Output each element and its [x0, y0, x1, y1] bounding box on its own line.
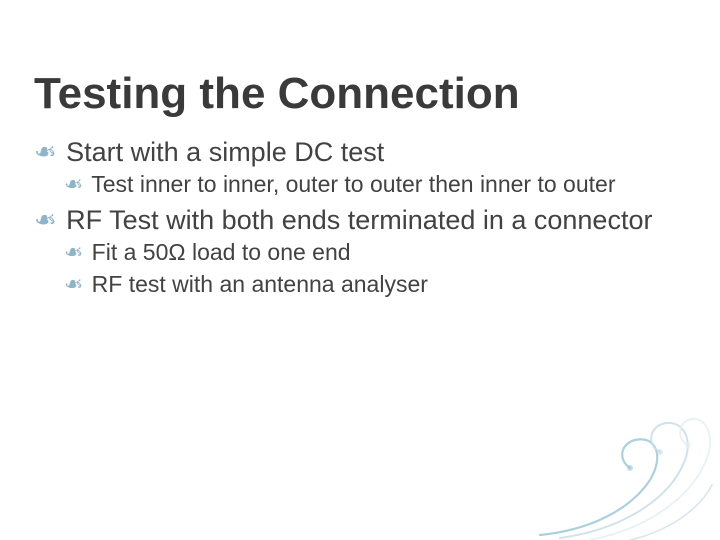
bullet-list: Start with a simple DC test Test inner t…: [34, 136, 686, 299]
slide-title: Testing the Connection: [34, 70, 686, 118]
sub-list: Test inner to inner, outer to outer then…: [34, 170, 686, 200]
bullet-text: RF test with an antenna analyser: [92, 271, 428, 297]
list-item: Start with a simple DC test Test inner t…: [34, 136, 686, 200]
list-item: Test inner to inner, outer to outer then…: [64, 170, 686, 200]
slide: Testing the Connection Start with a simp…: [0, 0, 720, 540]
bullet-text: Start with a simple DC test: [66, 137, 384, 167]
bullet-text: RF Test with both ends terminated in a c…: [66, 205, 652, 235]
sub-list: Fit a 50Ω load to one end RF test with a…: [34, 238, 686, 300]
corner-flourish-icon: [480, 400, 720, 540]
list-item: RF test with an antenna analyser: [64, 270, 686, 300]
list-item: RF Test with both ends terminated in a c…: [34, 204, 686, 300]
bullet-text: Test inner to inner, outer to outer then…: [91, 171, 615, 197]
bullet-text: Fit a 50Ω load to one end: [92, 239, 351, 265]
list-item: Fit a 50Ω load to one end: [64, 238, 686, 268]
